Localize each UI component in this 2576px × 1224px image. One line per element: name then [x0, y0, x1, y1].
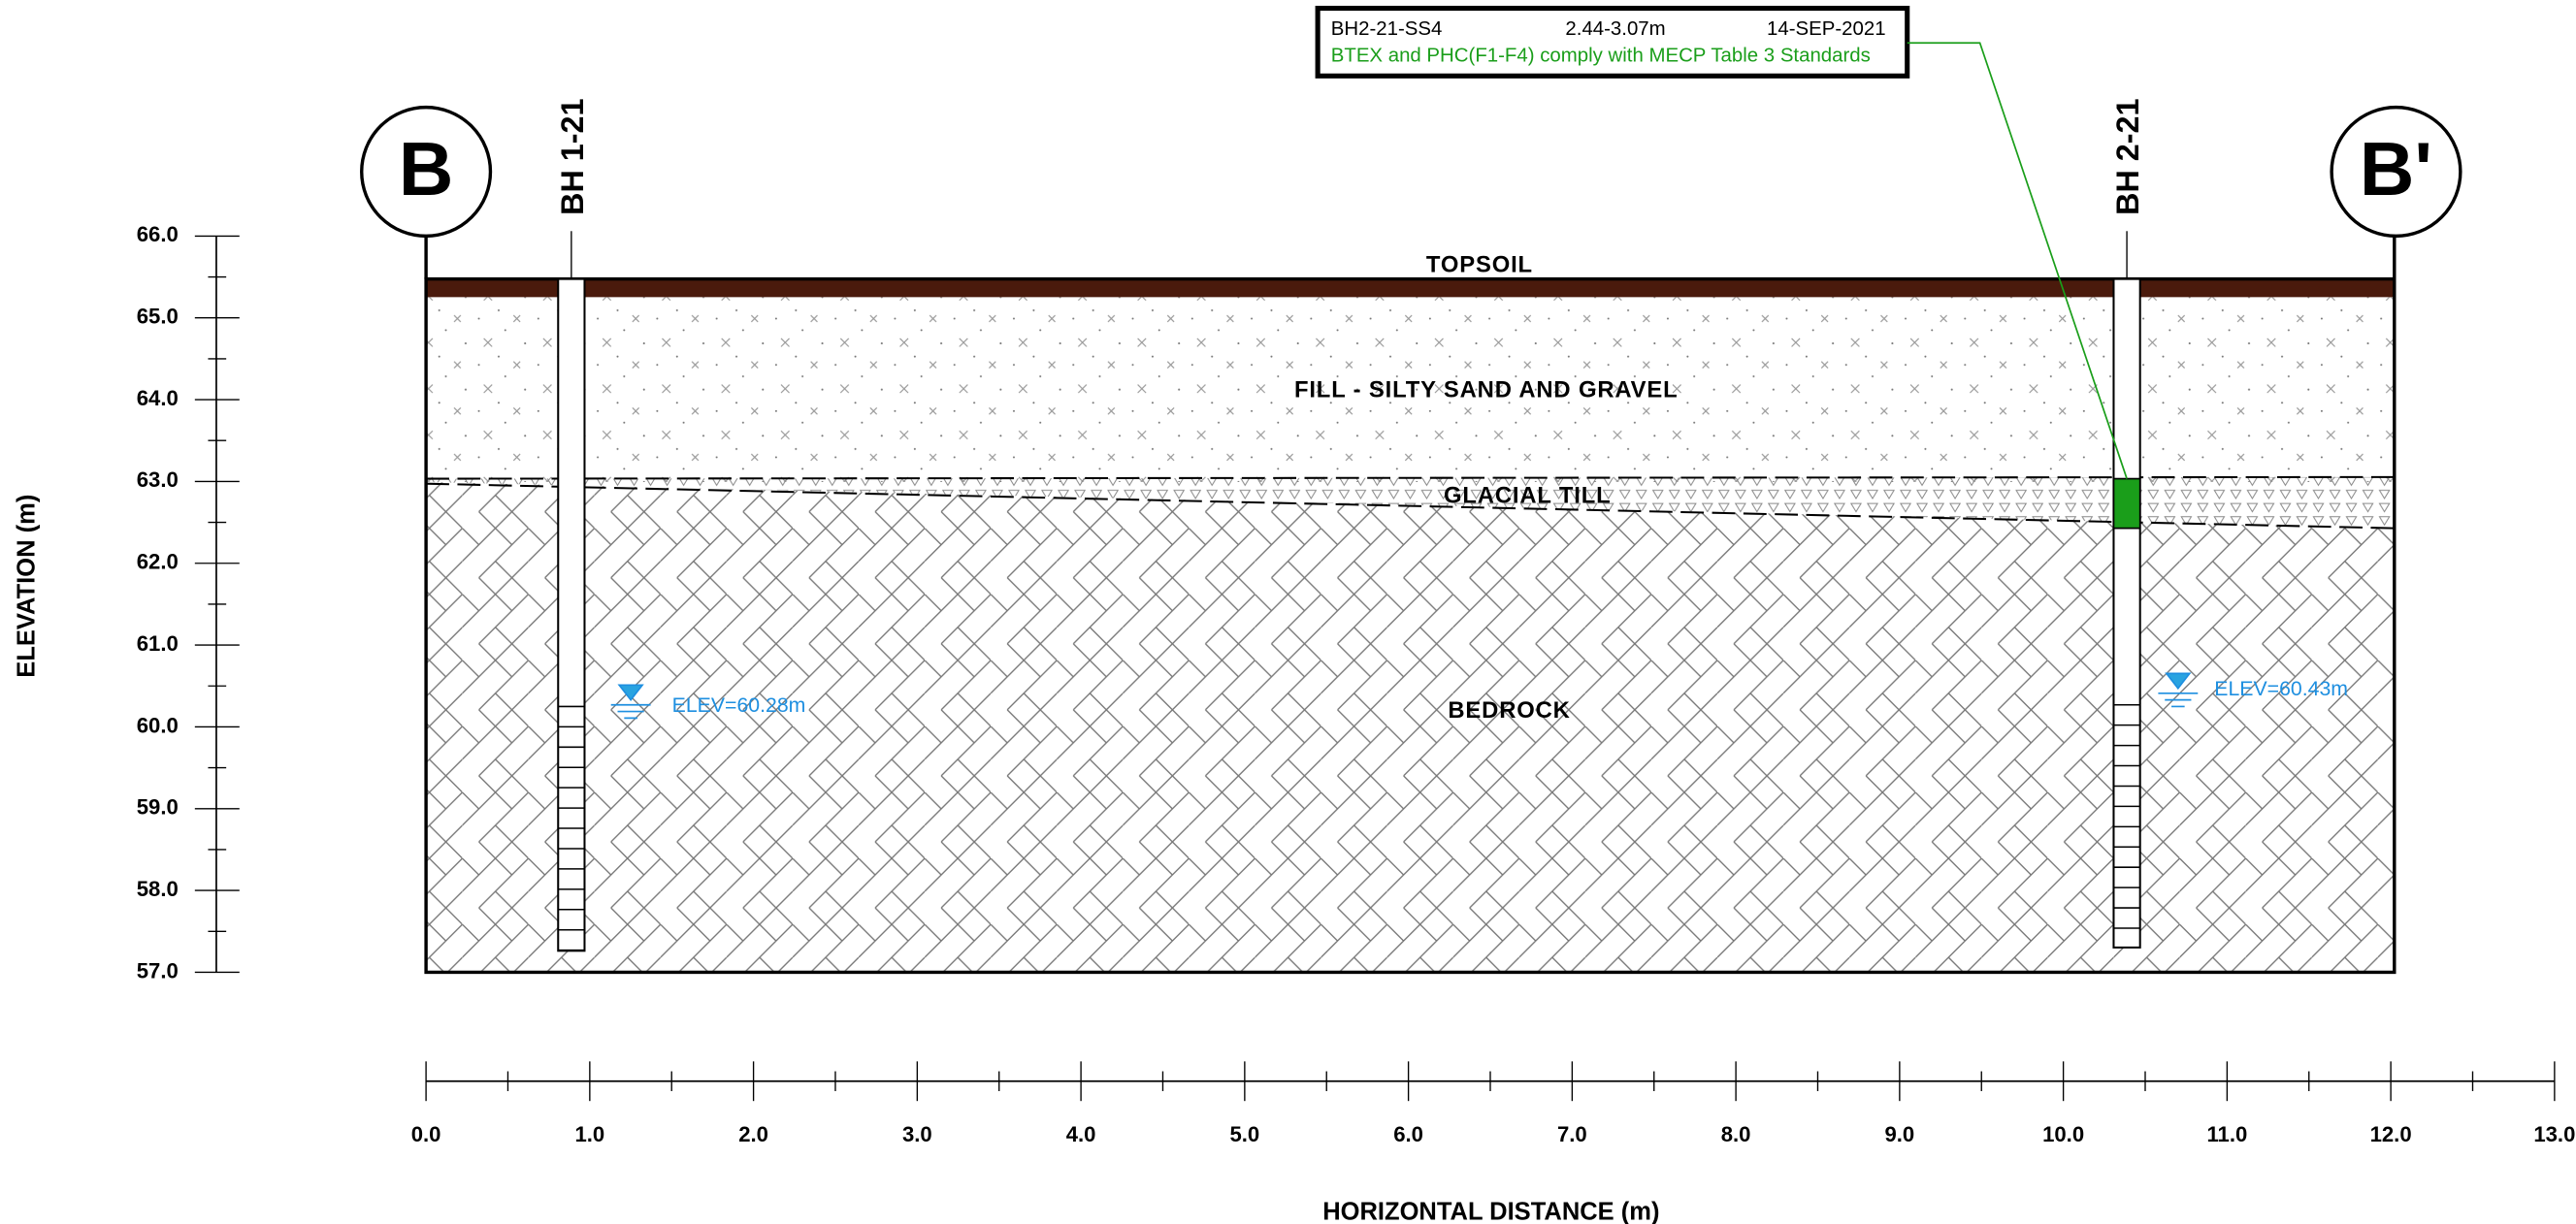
- borehole-label: BH 2-21: [2110, 98, 2145, 214]
- x-tick-label: 13.0: [2533, 1122, 2575, 1146]
- x-tick-label: 7.0: [1557, 1122, 1587, 1146]
- cross-section: B B' TOPSOIL FILL - SILTY SAND AND GRAVE…: [0, 0, 2576, 1224]
- sample-interval: [2113, 479, 2139, 529]
- y-tick-label: 61.0: [137, 631, 179, 656]
- callout-depth: 2.44-3.07m: [1565, 18, 1665, 40]
- y-tick-label: 60.0: [137, 713, 179, 737]
- y-tick-label: 63.0: [137, 467, 179, 492]
- x-tick-label: 1.0: [574, 1122, 604, 1146]
- y-tick-label: 64.0: [137, 386, 179, 410]
- layer-label: GLACIAL TILL: [1444, 483, 1611, 509]
- topsoil-layer: [426, 279, 2395, 298]
- water-level-label: ELEV=60.28m: [672, 693, 806, 717]
- x-tick-label: 2.0: [738, 1122, 768, 1146]
- callout-sample: BH2-21-SS4: [1331, 18, 1443, 40]
- section-label: B: [399, 126, 454, 211]
- water-level-label: ELEV=60.43m: [2214, 677, 2348, 700]
- borehole-label: BH 1-21: [555, 98, 590, 214]
- layer-label: TOPSOIL: [1426, 251, 1533, 277]
- x-tick-label: 3.0: [902, 1122, 932, 1146]
- x-tick-label: 12.0: [2370, 1122, 2412, 1146]
- layer-label: FILL - SILTY SAND AND GRAVEL: [1294, 377, 1679, 403]
- x-tick-label: 9.0: [1884, 1122, 1914, 1146]
- y-tick-label: 62.0: [137, 550, 179, 574]
- y-tick-label: 57.0: [137, 958, 179, 982]
- page: {"section": {"left_label": "B", "right_l…: [0, 0, 2576, 1224]
- x-tick-label: 0.0: [411, 1122, 441, 1146]
- x-tick-label: 4.0: [1066, 1122, 1096, 1146]
- y-tick-label: 58.0: [137, 877, 179, 901]
- y-tick-label: 59.0: [137, 795, 179, 820]
- borehole: BH 2-21: [2110, 98, 2145, 947]
- x-tick-label: 6.0: [1393, 1122, 1423, 1146]
- borehole: BH 1-21: [555, 98, 590, 950]
- x-axis-title: HORIZONTAL DISTANCE (m): [1322, 1199, 1659, 1224]
- bedrock-layer: [426, 482, 2395, 972]
- section-label: B': [2360, 126, 2432, 211]
- y-tick-label: 65.0: [137, 305, 179, 329]
- y-tick-label: 66.0: [137, 222, 179, 246]
- callout-result: BTEX and PHC(F1-F4) comply with MECP Tab…: [1331, 45, 1871, 66]
- x-tick-label: 8.0: [1721, 1122, 1751, 1146]
- x-tick-label: 10.0: [2042, 1122, 2084, 1146]
- callout-date: 14-SEP-2021: [1767, 18, 1886, 40]
- y-axis-title: ELEVATION (m): [14, 495, 41, 678]
- x-tick-label: 5.0: [1229, 1122, 1259, 1146]
- layer-label: BEDROCK: [1448, 697, 1570, 724]
- x-tick-label: 11.0: [2206, 1122, 2247, 1146]
